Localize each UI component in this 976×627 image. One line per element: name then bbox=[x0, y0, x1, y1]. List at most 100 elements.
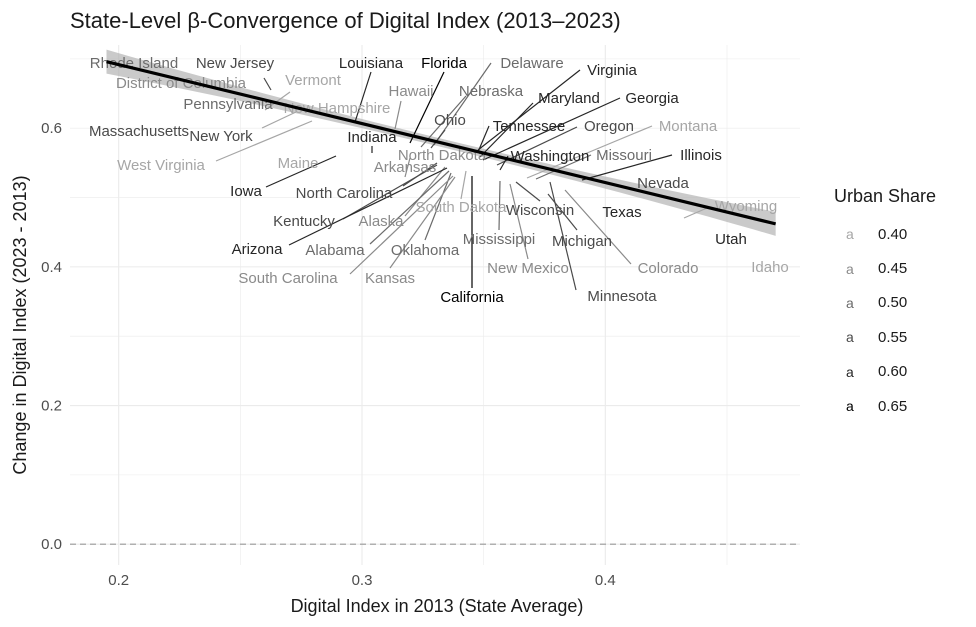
x-tick-label: 0.4 bbox=[595, 572, 616, 589]
legend-entry-label: 0.65 bbox=[878, 397, 908, 415]
leader-line bbox=[404, 157, 411, 178]
legend-entry-label: 0.50 bbox=[878, 294, 908, 312]
leader-line bbox=[389, 176, 456, 269]
state-label: Wisconsin bbox=[506, 202, 574, 219]
state-label: Nevada bbox=[637, 175, 689, 192]
state-label: Ohio bbox=[434, 112, 466, 129]
state-label: Alaska bbox=[358, 213, 404, 230]
leader-line bbox=[564, 189, 632, 265]
legend-entry: a 0.40 bbox=[834, 217, 969, 251]
x-tick-label: 0.2 bbox=[108, 572, 129, 589]
state-label: Oklahoma bbox=[391, 242, 460, 259]
leader-line bbox=[482, 97, 621, 161]
y-tick-label: 0.0 bbox=[41, 536, 62, 553]
state-label: Oregon bbox=[584, 118, 634, 135]
state-label: Louisiana bbox=[339, 55, 404, 72]
leader-line bbox=[430, 129, 446, 149]
state-label: Idaho bbox=[751, 259, 789, 276]
state-label: Wyoming bbox=[715, 198, 777, 215]
legend-key-glyph: a bbox=[846, 226, 854, 243]
legend-key-glyph: a bbox=[846, 294, 854, 311]
legend-entry: a 0.55 bbox=[834, 320, 969, 354]
legend-key-glyph: a bbox=[846, 363, 854, 380]
state-label: Vermont bbox=[285, 72, 342, 89]
leader-line bbox=[535, 154, 592, 180]
leader-line bbox=[263, 77, 272, 91]
leader-line bbox=[549, 181, 577, 291]
state-label: South Carolina bbox=[238, 270, 338, 287]
state-label: Tennessee bbox=[493, 118, 566, 135]
state-label: New Jersey bbox=[196, 55, 275, 72]
state-label: Florida bbox=[421, 55, 468, 72]
legend: Urban Share a 0.40 a 0.45 a 0.50 a 0.55 a 0.60 a 0.… bbox=[834, 186, 969, 423]
y-axis-title: Change in Digital Index (2023 - 2013) bbox=[10, 175, 30, 474]
state-label: Georgia bbox=[625, 90, 679, 107]
legend-key-glyph: a bbox=[846, 329, 854, 346]
state-label: Montana bbox=[659, 118, 718, 135]
state-label: Illinois bbox=[680, 147, 722, 164]
axes: 0.2 0.3 0.4 0.0 0.2 0.4 0.6 Digital Index in 20… bbox=[10, 120, 616, 616]
state-label: Alabama bbox=[305, 242, 365, 259]
legend-entry: a 0.65 bbox=[834, 389, 969, 423]
state-label: Kentucky bbox=[273, 213, 335, 230]
legend-title: Urban Share bbox=[834, 186, 937, 206]
leader-line bbox=[547, 193, 578, 231]
y-tick-label: 0.6 bbox=[41, 120, 62, 137]
leader-line bbox=[354, 71, 372, 123]
leader-line bbox=[477, 125, 490, 153]
y-tick-label: 0.4 bbox=[41, 259, 62, 276]
leader-line bbox=[215, 120, 313, 162]
legend-entry-label: 0.45 bbox=[878, 260, 908, 278]
state-label: Missouri bbox=[596, 147, 652, 164]
state-label: Mississippi bbox=[463, 231, 536, 248]
leader-line bbox=[404, 166, 446, 217]
state-label: New Mexico bbox=[487, 260, 569, 277]
state-label: Virginia bbox=[587, 62, 637, 79]
leader-line bbox=[394, 100, 402, 130]
legend-key-glyph: a bbox=[846, 398, 854, 415]
state-label: Nebraska bbox=[459, 83, 524, 100]
leader-line bbox=[288, 167, 448, 246]
state-label: Utah bbox=[715, 231, 747, 248]
state-label: Arizona bbox=[232, 241, 284, 258]
regression-line bbox=[106, 60, 777, 226]
state-label: Iowa bbox=[230, 183, 262, 200]
state-label: West Virginia bbox=[117, 157, 205, 174]
state-label: Massachusetts bbox=[89, 123, 189, 140]
state-label: California bbox=[440, 289, 504, 306]
leader-line bbox=[265, 155, 337, 188]
x-tick-label: 0.3 bbox=[352, 572, 373, 589]
state-label: Rhode Island bbox=[90, 55, 178, 72]
state-label: North Dakota bbox=[398, 147, 487, 164]
leader-line bbox=[498, 180, 501, 231]
legend-key-glyph: a bbox=[846, 260, 854, 277]
state-label: Maryland bbox=[538, 90, 600, 107]
label-leader-lines bbox=[215, 62, 708, 291]
grid-lines bbox=[70, 45, 800, 565]
leader-line bbox=[477, 69, 581, 151]
state-label: Kansas bbox=[365, 270, 415, 287]
leader-line bbox=[581, 154, 673, 181]
leader-line bbox=[683, 207, 708, 219]
leader-line bbox=[409, 71, 445, 144]
regression-line-path bbox=[106, 60, 777, 226]
legend-entry: a 0.50 bbox=[834, 286, 969, 320]
state-label: Indiana bbox=[347, 129, 397, 146]
legend-entries: a 0.40 a 0.45 a 0.50 a 0.55 a 0.60 a 0.65 bbox=[834, 217, 969, 423]
state-label: Pennsylvania bbox=[183, 96, 273, 113]
legend-entry: a 0.60 bbox=[834, 355, 969, 389]
state-label: Maine bbox=[278, 155, 319, 172]
state-label: Hawaii bbox=[388, 83, 433, 100]
x-axis-title: Digital Index in 2013 (State Average) bbox=[291, 596, 584, 616]
state-label: Delaware bbox=[500, 55, 563, 72]
leader-line bbox=[369, 170, 450, 245]
legend-entry: a 0.45 bbox=[834, 251, 969, 285]
leader-line bbox=[261, 111, 297, 129]
legend-entry-label: 0.55 bbox=[878, 328, 908, 346]
leader-line bbox=[424, 172, 452, 241]
y-tick-label: 0.2 bbox=[41, 398, 62, 415]
state-label: Texas bbox=[602, 204, 641, 221]
leader-line bbox=[342, 164, 438, 220]
state-label: New York bbox=[189, 128, 253, 145]
